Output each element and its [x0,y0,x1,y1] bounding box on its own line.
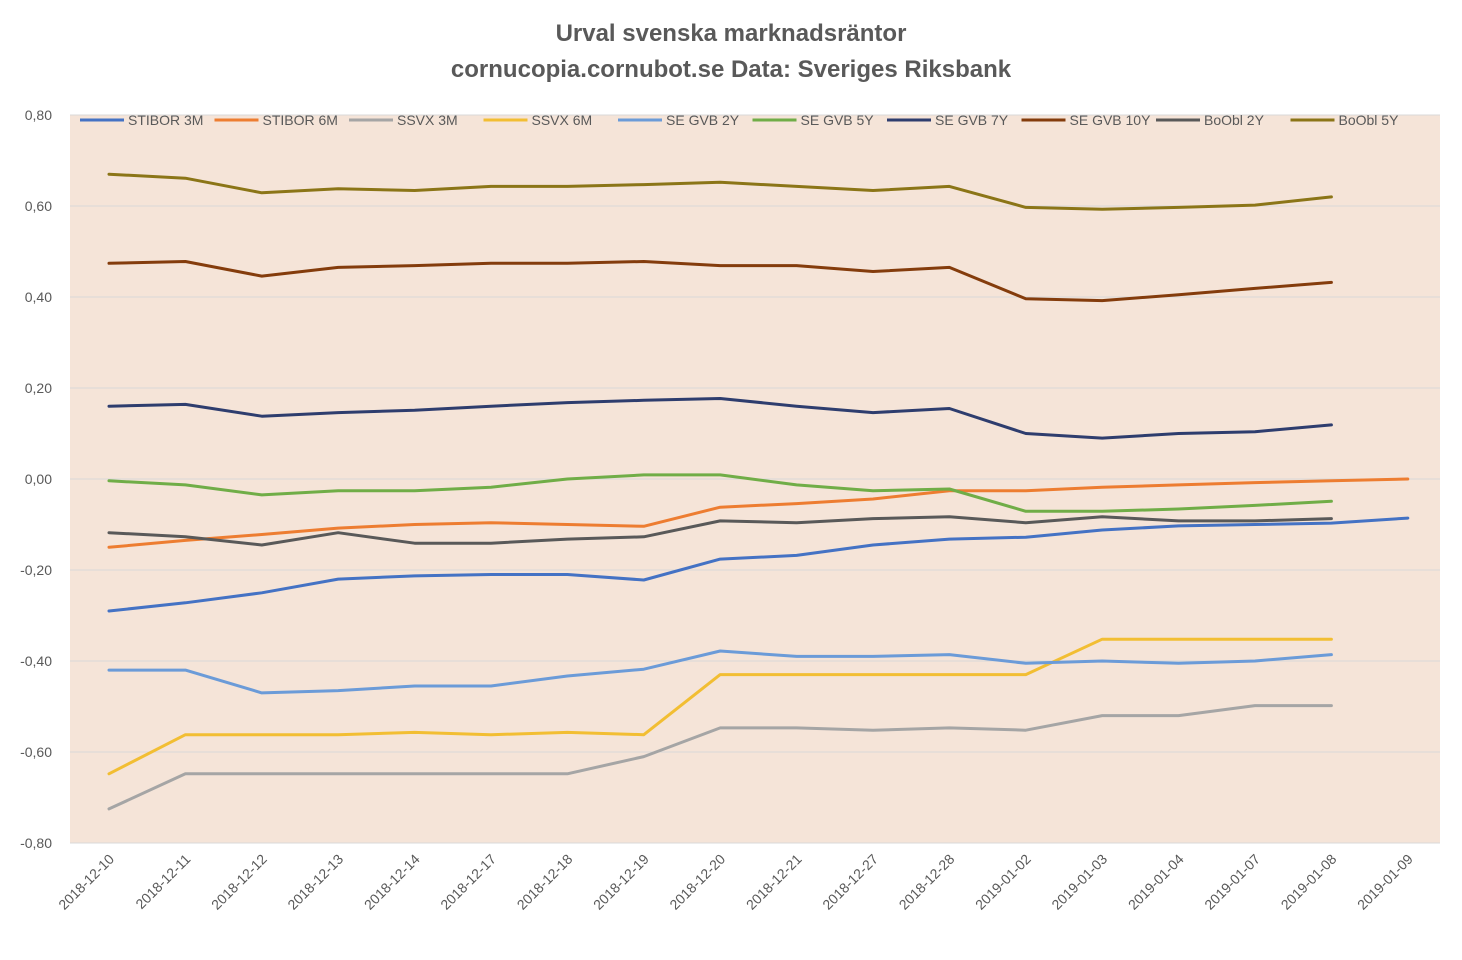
legend-label: STIBOR 6M [263,112,338,128]
y-tick-label: -0,20 [20,562,52,578]
series-line [107,172,1333,211]
series-line [107,260,1333,303]
y-tick-label: -0,40 [20,653,52,669]
series-lines [107,172,1410,811]
x-tick-label: 2018-12-12 [208,851,270,913]
legend: STIBOR 3M STIBOR 6M SSVX 3M SSVX 6M SE GVB 2… [80,112,1399,128]
x-tick-label: 2019-01-03 [1048,851,1110,913]
y-tick-label: 0,40 [25,289,52,305]
y-tick-label: -0,80 [20,835,52,851]
x-tick-label: 2018-12-13 [284,851,346,913]
legend-label: BoObl 5Y [1339,112,1400,128]
legend-label: BoObl 2Y [1204,112,1265,128]
y-tick-label: -0,60 [20,744,52,760]
y-tick-label: 0,00 [25,471,52,487]
x-tick-label: 2018-12-11 [132,851,193,912]
y-tick-label: 0,20 [25,380,52,396]
x-tick-label: 2018-12-19 [590,851,652,913]
x-tick-label: 2018-12-18 [514,851,576,913]
x-tick-label: 2018-12-27 [819,851,881,913]
series-line [107,649,1333,695]
x-tick-label: 2018-12-17 [437,851,499,913]
x-tick-label: 2019-01-04 [1125,851,1187,913]
series-line [107,473,1333,513]
y-tick-label: 0,60 [25,198,52,214]
series-line [107,397,1333,440]
series-line [107,477,1410,549]
x-tick-label: 2018-12-10 [55,851,117,913]
legend-label: SE GVB 5Y [801,112,875,128]
legend-label: STIBOR 3M [128,112,203,128]
chart-subtitle: cornucopia.cornubot.se Data: Sveriges Ri… [450,56,1012,83]
x-tick-label: 2019-01-07 [1201,851,1263,913]
y-tick-label: 0,80 [25,107,52,123]
x-tick-label: 2018-12-14 [361,851,423,913]
series-line [107,704,1333,811]
y-axis-ticks: 0,80 0,60 0,40 0,20 0,00 -0,20 -0,40 -0,60 -0,80 [20,107,52,851]
x-tick-label: 2018-12-28 [896,851,958,913]
chart-title: Urval svenska marknadsräntor [555,20,907,47]
x-tick-label: 2019-01-09 [1354,851,1416,913]
legend-label: SE GVB 2Y [666,112,740,128]
legend-label: SSVX 6M [532,112,593,128]
series-line [107,516,1410,613]
series-line [107,637,1333,776]
legend-label: SE GVB 7Y [935,112,1009,128]
legend-label: SSVX 3M [397,112,458,128]
legend-label: SE GVB 10Y [1070,112,1152,128]
series-line [107,515,1333,547]
x-tick-label: 2019-01-08 [1278,851,1340,913]
x-tick-label: 2018-12-21 [743,851,805,913]
x-axis-ticks: 2018-12-10 2018-12-11 2018-12-12 2018-12-13… [55,851,1416,913]
x-tick-label: 2019-01-02 [972,851,1034,913]
x-tick-label: 2018-12-20 [666,851,728,913]
